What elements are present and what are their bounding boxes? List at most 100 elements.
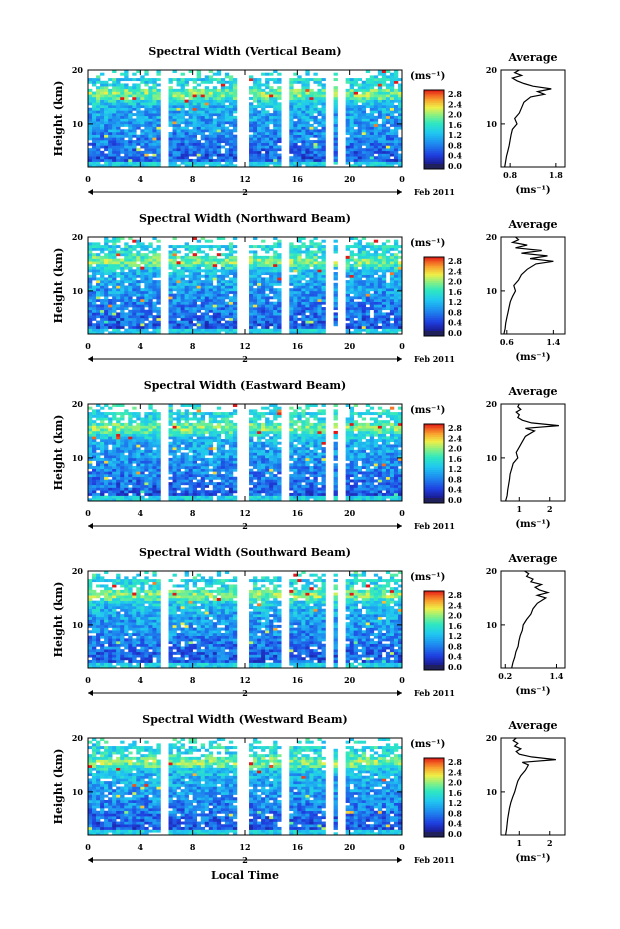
heatmap-cell	[249, 137, 254, 141]
heatmap-cell	[212, 118, 218, 122]
heatmap-cell	[136, 460, 141, 464]
heatmap-cell	[277, 72, 282, 76]
heatmap-cell	[208, 115, 214, 119]
heatmap-cell	[313, 158, 318, 162]
heatmap-cell	[309, 282, 314, 286]
heatmap-cell	[104, 261, 109, 265]
heatmap-cell	[124, 75, 129, 79]
heatmap-cell	[140, 118, 145, 122]
colorbar-segment	[424, 91, 444, 95]
heatmap-cell	[313, 274, 318, 278]
heatmap-cell	[369, 301, 375, 305]
heatmap-cell	[152, 317, 157, 321]
heatmap-cell	[108, 312, 113, 316]
heatmap-cell	[96, 115, 101, 119]
heatmap-cell	[289, 309, 294, 313]
heatmap-cell	[381, 263, 387, 267]
heatmap-cell	[293, 253, 298, 257]
heatmap-cell	[397, 298, 403, 302]
heatmap-cell	[128, 444, 133, 448]
heatmap-cell	[389, 121, 395, 125]
heatmap-cell	[377, 115, 383, 119]
heatmap	[88, 404, 403, 502]
heatmap-cell	[321, 164, 326, 168]
heatmap-cell	[116, 460, 121, 464]
heatmap-cell	[168, 113, 173, 117]
heatmap-cell	[132, 301, 137, 305]
heatmap-cell	[212, 150, 218, 154]
heatmap-cell	[397, 323, 403, 327]
heatmap-cell	[140, 290, 145, 294]
heatmap-cell	[220, 269, 226, 273]
heatmap-cell	[249, 298, 254, 302]
heatmap-cell	[144, 255, 149, 259]
heatmap-cell	[192, 107, 197, 111]
heatmap-cell	[128, 309, 133, 313]
heatmap-cell	[128, 158, 133, 162]
colorbar-segment	[424, 329, 444, 332]
heatmap-cell	[309, 245, 314, 249]
heatmap-cell	[96, 118, 101, 122]
heatmap-cell	[277, 102, 282, 106]
heatmap-cell	[152, 417, 157, 421]
heatmap-cell	[148, 465, 153, 469]
heatmap-cell	[224, 304, 230, 308]
heatmap-cell	[261, 123, 266, 127]
heatmap-cell	[192, 142, 197, 146]
heatmap-cell	[116, 293, 121, 297]
heatmap-cell	[140, 123, 145, 127]
heatmap-cell	[200, 110, 206, 114]
heatmap-cell	[393, 282, 399, 286]
heatmap-cell	[208, 113, 214, 117]
heatmap-cell	[156, 91, 161, 95]
heatmap-cell	[176, 150, 181, 154]
heatmap-cell	[321, 150, 326, 154]
day-label: 2	[242, 354, 248, 364]
heatmap-cell	[208, 94, 214, 98]
heatmap-cell	[305, 118, 310, 122]
heatmap-cell	[88, 406, 93, 410]
heatmap-cell	[301, 261, 306, 265]
heatmap-cell	[96, 86, 101, 90]
heatmap-cell	[301, 110, 306, 114]
heatmap-cell	[361, 150, 367, 154]
heatmap-cell	[132, 309, 137, 313]
heatmap-cell	[148, 91, 153, 95]
heatmap-cell	[200, 290, 206, 294]
heatmap-cell	[357, 309, 363, 313]
heatmap-cell	[397, 121, 403, 125]
heatmap-cell	[216, 298, 222, 302]
heatmap-cell	[140, 479, 145, 483]
heatmap-cell	[92, 164, 97, 168]
heatmap-cell	[333, 277, 338, 281]
heatmap-cell	[124, 495, 129, 499]
heatmap-cell	[212, 263, 218, 267]
heatmap-cell	[305, 325, 310, 329]
heatmap-cell	[172, 245, 177, 249]
heatmap-cell	[192, 312, 197, 316]
heatmap-cell	[257, 301, 262, 305]
heatmap-cell	[397, 288, 403, 292]
heatmap-cell	[265, 131, 270, 135]
heatmap-cell	[148, 121, 153, 125]
heatmap-cell	[309, 261, 314, 265]
heatmap-cell	[277, 293, 282, 297]
colorbar-segment	[424, 97, 444, 100]
heatmap-cell	[172, 457, 177, 461]
heatmap-cell	[357, 118, 363, 122]
heatmap-cell	[204, 75, 210, 79]
heatmap-cell	[397, 102, 403, 106]
heatmap-cell	[172, 137, 177, 141]
average-x-tick-label: 1.8	[549, 170, 563, 180]
heatmap-cell	[148, 404, 153, 407]
heatmap-cell	[96, 78, 101, 82]
heatmap-cell	[309, 102, 314, 106]
heatmap-cell	[108, 83, 113, 87]
heatmap-cell	[88, 290, 93, 294]
heatmap-cell	[136, 99, 141, 103]
heatmap-cell	[168, 255, 173, 259]
heatmap-cell	[200, 153, 206, 157]
heatmap-cell	[116, 422, 121, 426]
heatmap-cell	[317, 301, 322, 305]
heatmap-cell	[397, 164, 403, 168]
